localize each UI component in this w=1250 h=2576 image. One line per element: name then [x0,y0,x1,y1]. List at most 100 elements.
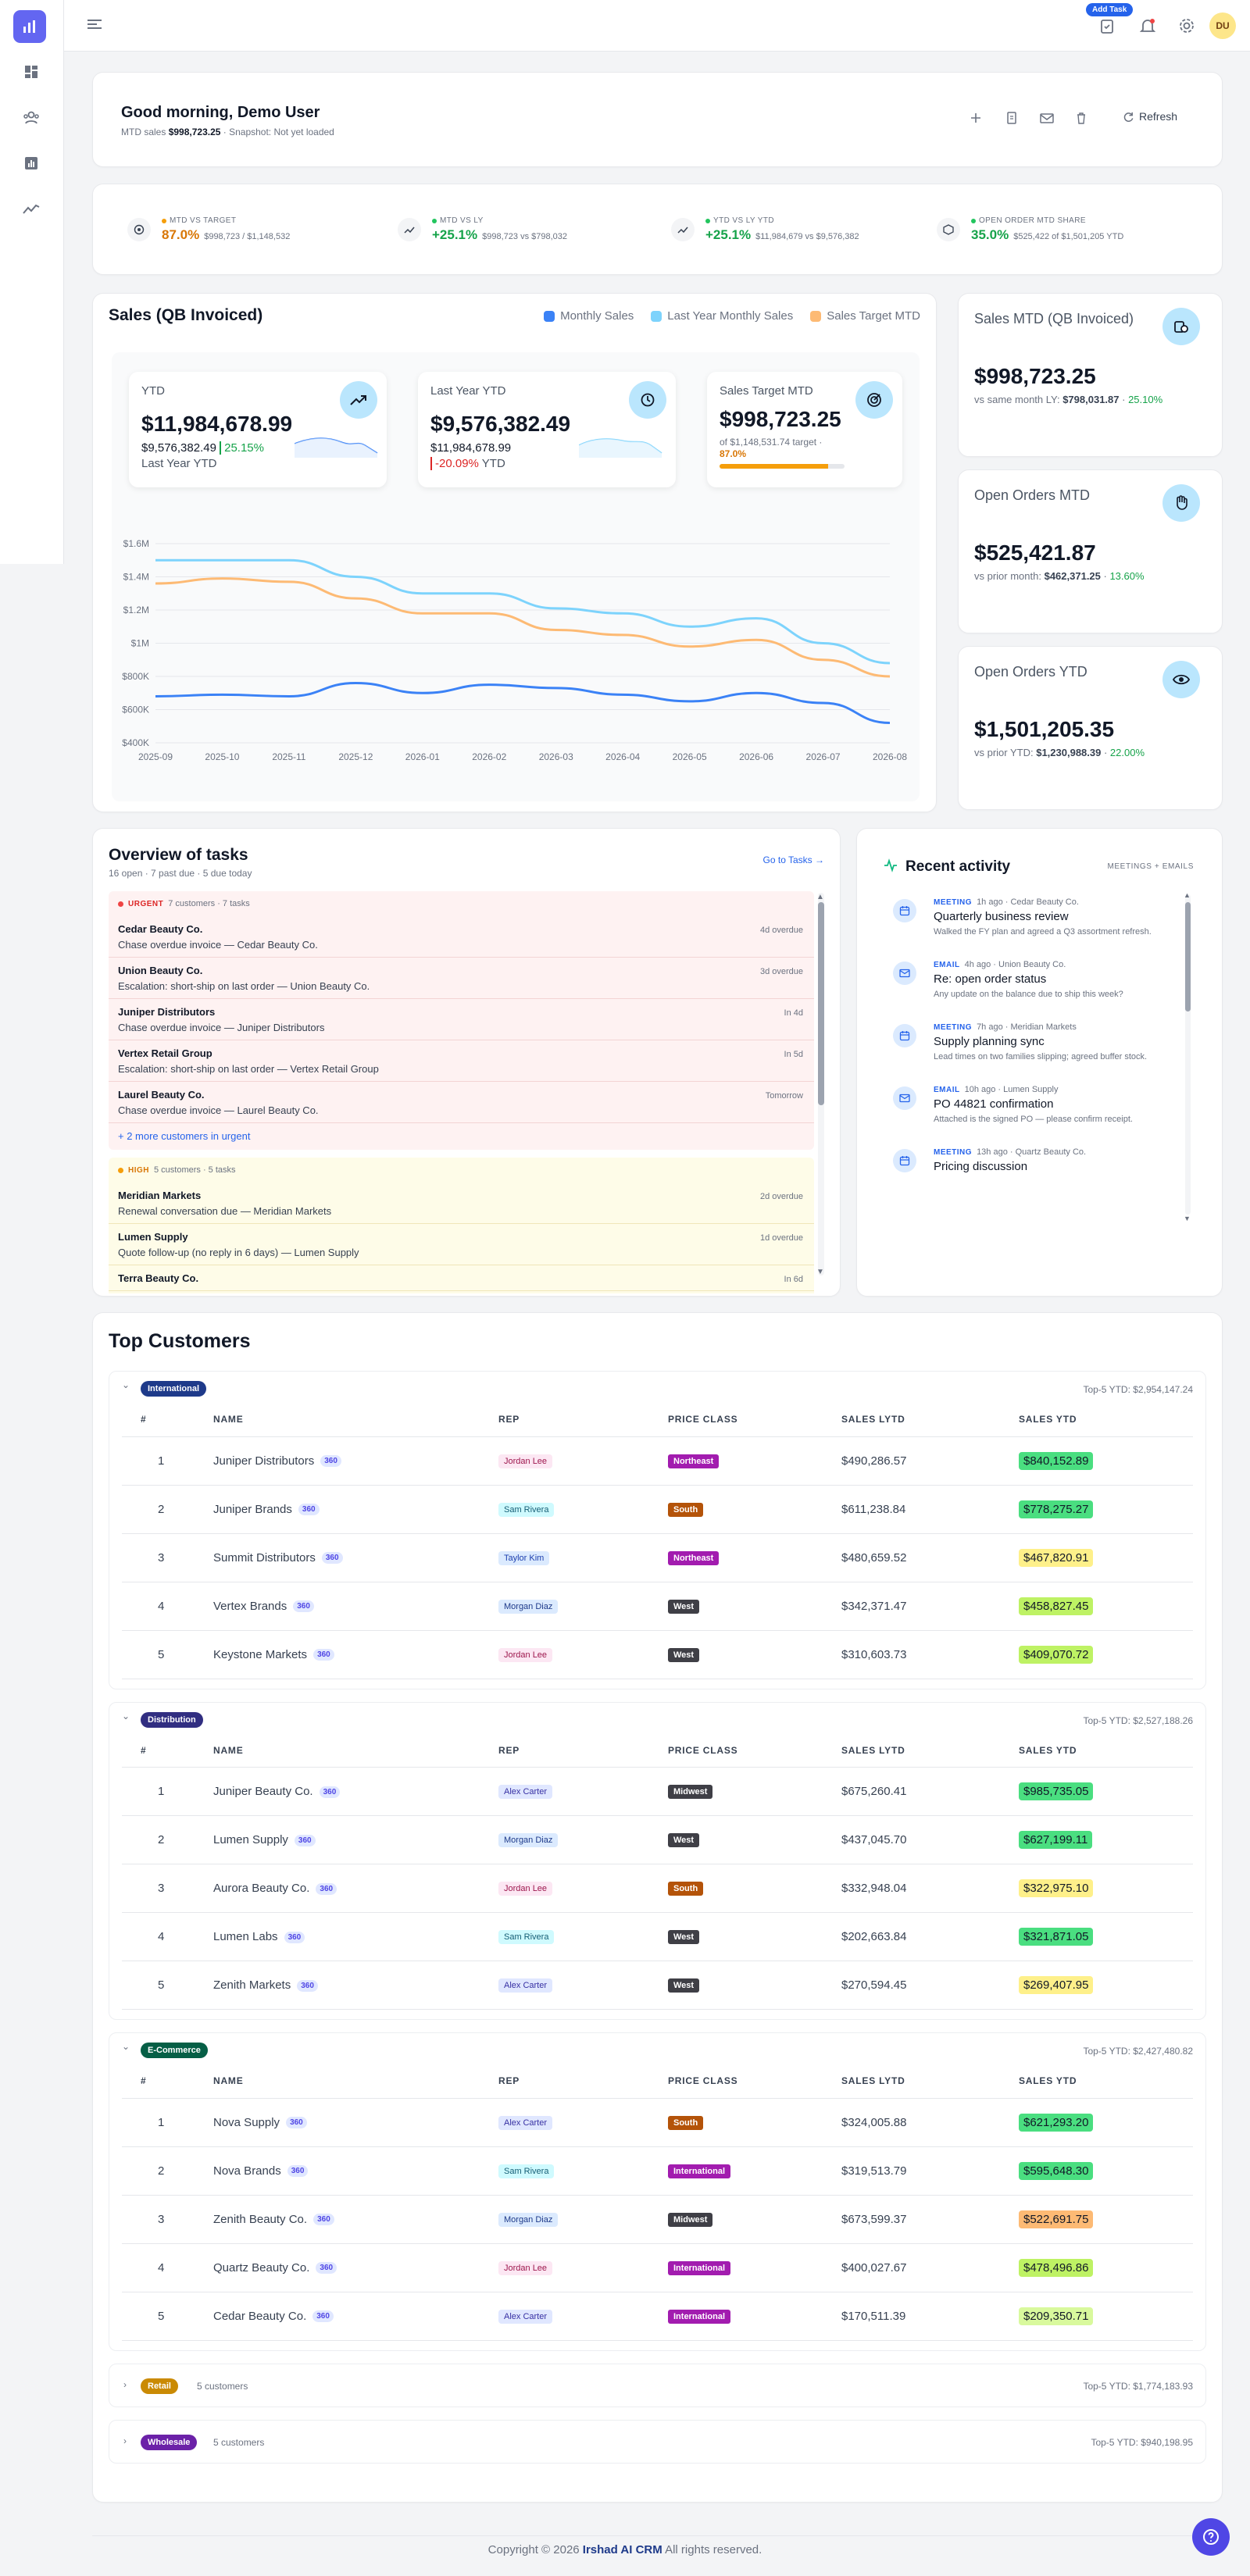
column-header[interactable]: NAME [213,2064,498,2099]
chevron-down-icon[interactable]: ⌄ [122,2041,130,2052]
scroll-up-icon[interactable]: ▲ [816,893,824,901]
group-header[interactable]: ⌄ International Top-5 YTD: $2,954,147.24 [109,1372,1205,1403]
dashboard-icon[interactable] [22,62,41,81]
customer-360-badge[interactable]: 360 [298,1504,320,1516]
settings-gear-icon[interactable] [1178,17,1195,38]
table-row[interactable]: 1 Juniper Distributors 360 Jordan Lee Nor… [122,1436,1193,1486]
customer-name-cell[interactable]: Juniper Distributors 360 [213,1436,498,1486]
scroll-down-icon[interactable]: ▼ [816,1268,824,1276]
table-row[interactable]: 5 Cedar Beauty Co. 360 Alex Carter Intern… [122,2292,1193,2341]
table-row[interactable]: 1 Juniper Beauty Co. 360 Alex Carter Midw… [122,1767,1193,1816]
table-row[interactable]: 5 Keystone Markets 360 Jordan Lee West $3… [122,1630,1193,1679]
document-icon[interactable] [1005,112,1018,128]
customer-360-badge[interactable]: 360 [293,1600,314,1613]
column-header[interactable]: REP [498,1733,668,1768]
customer-group-collapsed[interactable]: › Wholesale 5 customers Top-5 YTD: $940,… [109,2419,1206,2464]
column-header[interactable]: NAME [213,1733,498,1768]
customer-360-badge[interactable]: 360 [319,1786,341,1798]
table-row[interactable]: 2 Lumen Supply 360 Morgan Diaz West $437,… [122,1815,1193,1864]
column-header[interactable]: PRICE CLASS [668,1733,841,1768]
customer-group-collapsed[interactable]: › Retail 5 customers Top-5 YTD: $1,774,1… [109,2363,1206,2407]
analytics-icon[interactable] [22,199,41,218]
legend-item[interactable]: Last Year Monthly Sales [651,309,793,323]
activity-scroll-up-icon[interactable]: ▲ [1184,891,1191,899]
customer-360-badge[interactable]: 360 [321,1552,343,1565]
chevron-right-icon[interactable]: › [123,2378,127,2390]
column-header[interactable]: SALES YTD [1019,2064,1193,2099]
column-header[interactable]: SALES LYTD [841,1403,1019,1437]
tasks-scrollbar[interactable] [818,893,824,1276]
trash-icon[interactable] [1075,112,1088,128]
group-header[interactable]: ⌄ Distribution Top-5 YTD: $2,527,188.26 [109,1703,1205,1734]
column-header[interactable]: PRICE CLASS [668,2064,841,2099]
table-row[interactable]: 5 Zenith Markets 360 Alex Carter West $27… [122,1961,1193,2010]
customer-360-badge[interactable]: 360 [316,2262,338,2275]
customer-360-badge[interactable]: 360 [320,1455,341,1468]
reports-icon[interactable] [22,154,41,173]
column-header[interactable]: NAME [213,1403,498,1437]
refresh-button[interactable]: Refresh [1123,110,1177,123]
customer-360-badge[interactable]: 360 [294,1834,316,1846]
customer-name-cell[interactable]: Juniper Beauty Co. 360 [213,1767,498,1816]
activity-item[interactable]: MEETING 1h ago · Cedar Beauty Co. Quarter… [893,897,1190,960]
table-row[interactable]: 2 Juniper Brands 360 Sam Rivera South $61… [122,1485,1193,1534]
customer-name-cell[interactable]: Keystone Markets 360 [213,1630,498,1679]
table-row[interactable]: 1 Nova Supply 360 Alex Carter South $324,… [122,2098,1193,2147]
avatar[interactable]: DU [1209,12,1236,39]
column-header[interactable]: SALES LYTD [841,2064,1019,2099]
customer-360-badge[interactable]: 360 [313,2214,334,2226]
task-item[interactable]: Laurel Beauty Co. Chase overdue invoice … [109,1082,814,1123]
activity-scroll-down-icon[interactable]: ▼ [1184,1215,1191,1222]
customer-name-cell[interactable]: Zenith Beauty Co. 360 [213,2195,498,2244]
column-header[interactable]: PRICE CLASS [668,1403,841,1437]
column-header[interactable]: SALES YTD [1019,1403,1193,1437]
customer-360-badge[interactable]: 360 [287,2165,309,2178]
customer-360-badge[interactable]: 360 [284,1931,305,1943]
customer-name-cell[interactable]: Zenith Markets 360 [213,1961,498,2010]
activity-item[interactable]: MEETING 13h ago · Quartz Beauty Co. Prici… [893,1147,1190,1210]
task-item[interactable]: Juniper Distributors Chase overdue invoi… [109,999,814,1040]
mail-icon[interactable] [1040,112,1054,128]
customer-360-badge[interactable]: 360 [316,1882,338,1895]
activity-item[interactable]: EMAIL 4h ago · Union Beauty Co. Re: open … [893,960,1190,1022]
add-icon[interactable] [970,112,982,128]
group-header[interactable]: ⌄ E-Commerce Top-5 YTD: $2,427,480.82 [109,2033,1205,2064]
bell-icon[interactable] [1139,17,1156,38]
task-item[interactable]: Cedar Beauty Co. Chase overdue invoice —… [109,916,814,958]
menu-toggle-icon[interactable] [88,19,102,34]
go-to-tasks-link[interactable]: Go to Tasks → [762,855,824,865]
activity-item[interactable]: EMAIL 10h ago · Lumen Supply PO 44821 con… [893,1085,1190,1147]
customer-name-cell[interactable]: Summit Distributors 360 [213,1533,498,1582]
task-item[interactable]: Terra Beauty Co. In 6d [109,1265,814,1291]
customer-name-cell[interactable]: Quartz Beauty Co. 360 [213,2243,498,2292]
customer-name-cell[interactable]: Lumen Labs 360 [213,1912,498,1961]
customer-360-badge[interactable]: 360 [297,1979,318,1992]
column-header[interactable]: REP [498,1403,668,1437]
column-header[interactable]: # [122,1733,213,1768]
task-item[interactable]: Meridian Markets Renewal conversation du… [109,1183,814,1224]
footer-brand-link[interactable]: Irshad AI CRM [582,2543,662,2556]
table-row[interactable]: 3 Zenith Beauty Co. 360 Morgan Diaz Midwe… [122,2195,1193,2244]
more-urgent-link[interactable]: + 2 more customers in urgent [118,1130,251,1142]
activity-scrollbar[interactable] [1185,894,1191,1215]
app-logo[interactable] [13,10,46,43]
customer-name-cell[interactable]: Aurora Beauty Co. 360 [213,1864,498,1913]
chevron-right-icon[interactable]: › [123,2435,127,2446]
table-row[interactable]: 4 Vertex Brands 360 Morgan Diaz West $342… [122,1582,1193,1631]
customer-name-cell[interactable]: Cedar Beauty Co. 360 [213,2292,498,2341]
column-header[interactable]: # [122,1403,213,1437]
customer-360-badge[interactable]: 360 [313,1649,334,1661]
column-header[interactable]: SALES LYTD [841,1733,1019,1768]
customer-name-cell[interactable]: Lumen Supply 360 [213,1815,498,1864]
task-item[interactable]: Union Beauty Co. Escalation: short-ship … [109,958,814,999]
task-item[interactable]: Lumen Supply Quote follow-up (no reply i… [109,1224,814,1265]
column-header[interactable]: # [122,2064,213,2099]
activity-item[interactable]: MEETING 7h ago · Meridian Markets Supply … [893,1022,1190,1085]
customer-name-cell[interactable]: Nova Supply 360 [213,2098,498,2147]
add-task-button[interactable]: Add Task [1086,3,1134,16]
chevron-down-icon[interactable]: ⌄ [122,1710,130,1721]
customer-name-cell[interactable]: Vertex Brands 360 [213,1582,498,1631]
column-header[interactable]: REP [498,2064,668,2099]
customers-icon[interactable] [22,109,41,127]
column-header[interactable]: SALES YTD [1019,1733,1193,1768]
